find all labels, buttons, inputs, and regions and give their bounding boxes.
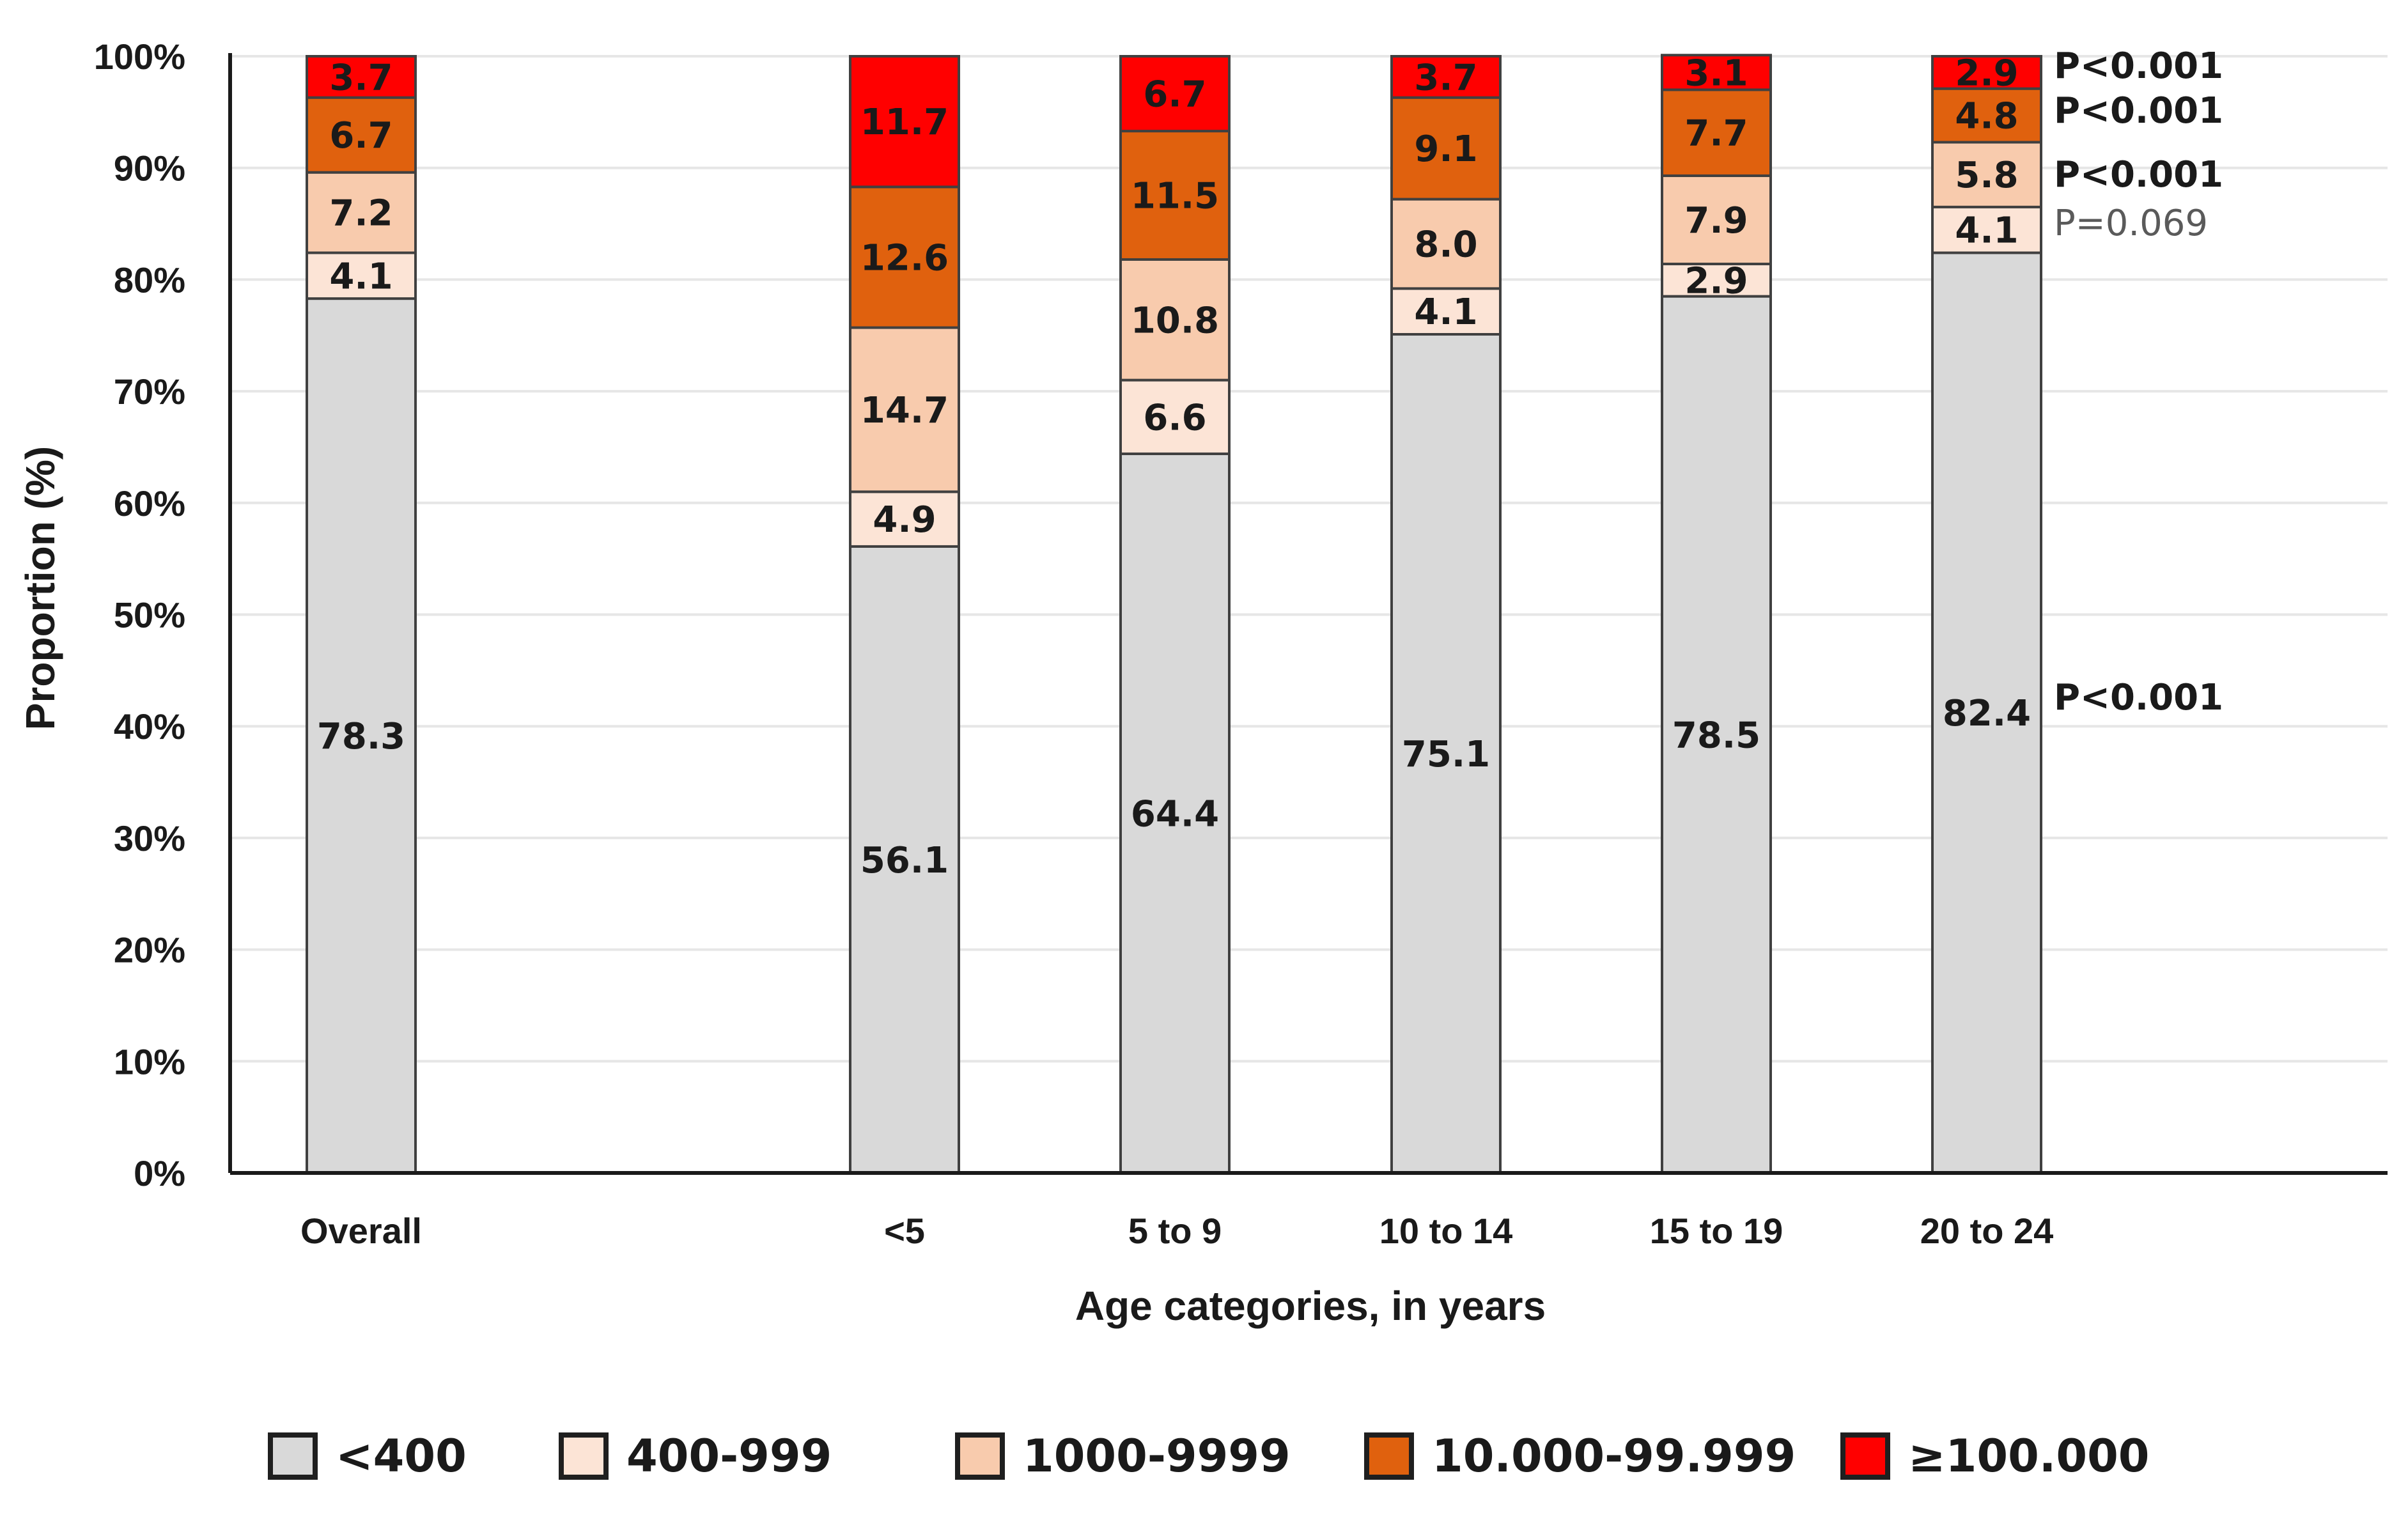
data-label-15-to-19-400: 78.5 bbox=[1672, 715, 1760, 756]
legend-swatch-400-999 bbox=[559, 1432, 609, 1480]
data-label-15-to-19-10-000-99-999: 7.7 bbox=[1684, 113, 1748, 155]
bar-segment-15-to-19-400-999 bbox=[1661, 262, 1772, 298]
legend-item-400-999: 400-999 bbox=[559, 1430, 832, 1482]
data-label-10-to-14-400: 75.1 bbox=[1402, 734, 1490, 775]
legend: <400 400-999 1000-9999 10.000-99.999 ≥100.00… bbox=[268, 1430, 2149, 1482]
y-tick-label: 70% bbox=[114, 371, 185, 412]
p-value-100-000: P<0.001 bbox=[2054, 45, 2223, 87]
y-tick-label: 20% bbox=[114, 930, 185, 970]
y-tick-label: 30% bbox=[114, 818, 185, 858]
x-tick-label: Overall bbox=[300, 1211, 422, 1251]
bar-segment-overall-1000-9999 bbox=[306, 171, 417, 254]
data-label-20-to-24-100-000: 2.9 bbox=[1955, 52, 2018, 94]
data-labels: 78.3 4.1 7.2 6.7 3.7 56.1 4.9 14.7 12.6 11.7 64.4 6… bbox=[317, 52, 2031, 881]
data-label-overall-100-000: 3.7 bbox=[329, 57, 392, 98]
y-tick-label: 60% bbox=[114, 483, 185, 524]
legend-label-1000-9999: 1000-9999 bbox=[1023, 1430, 1291, 1482]
data-label-5-to-9-100-000: 6.7 bbox=[1143, 74, 1206, 116]
data-label-15-to-19-100-000: 3.1 bbox=[1684, 52, 1748, 94]
data-label-5-400-999: 4.9 bbox=[873, 499, 936, 541]
data-label-20-to-24-400-999: 4.1 bbox=[1955, 210, 2018, 252]
bar-segment-15-to-19-1000-9999 bbox=[1661, 174, 1772, 265]
data-label-20-to-24-400: 82.4 bbox=[1943, 693, 2031, 734]
data-label-overall-1000-9999: 7.2 bbox=[329, 193, 392, 235]
legend-swatch-1000-9999 bbox=[955, 1432, 1005, 1480]
legend-label-400: <400 bbox=[336, 1430, 467, 1482]
data-label-5-to-9-400: 64.4 bbox=[1131, 793, 1219, 835]
p-value-400: P<0.001 bbox=[2054, 677, 2223, 718]
y-tick-label: 50% bbox=[114, 595, 185, 635]
y-tick-label: 10% bbox=[114, 1041, 185, 1082]
data-label-15-to-19-1000-9999: 7.9 bbox=[1684, 200, 1748, 242]
x-tick-label: 20 to 24 bbox=[1920, 1211, 2054, 1251]
bar-segment-5-100-000 bbox=[849, 55, 960, 189]
bar-segment-5-to-9-400-999 bbox=[1119, 378, 1231, 455]
legend-item-400: <400 bbox=[268, 1430, 467, 1482]
bars bbox=[306, 54, 2042, 1175]
x-tick-label: 10 to 14 bbox=[1379, 1211, 1513, 1251]
legend-item-1000-9999: 1000-9999 bbox=[955, 1430, 1291, 1482]
y-tick-label: 100% bbox=[94, 36, 185, 77]
data-label-5-to-9-1000-9999: 10.8 bbox=[1131, 300, 1219, 341]
bar-segment-5-400-999 bbox=[849, 490, 960, 548]
legend-item-100-000: ≥100.000 bbox=[1840, 1430, 2149, 1482]
p-value-10-000-99-999: P<0.001 bbox=[2054, 90, 2223, 132]
data-label-overall-10-000-99-999: 6.7 bbox=[329, 115, 392, 157]
data-label-20-to-24-10-000-99-999: 4.8 bbox=[1955, 96, 2018, 137]
data-label-15-to-19-400-999: 2.9 bbox=[1684, 260, 1748, 302]
x-tick-label: 15 to 19 bbox=[1650, 1211, 1783, 1251]
y-tick-label: 90% bbox=[114, 148, 185, 189]
bar-segment-15-to-19-400 bbox=[1661, 295, 1772, 1175]
bar-segment-5-to-9-100-000 bbox=[1119, 55, 1231, 133]
legend-label-100-000: ≥100.000 bbox=[1908, 1430, 2149, 1482]
data-label-10-to-14-400-999: 4.1 bbox=[1414, 291, 1477, 333]
bar-segment-5-to-9-400 bbox=[1119, 452, 1231, 1174]
bar-segment-20-to-24-10-000-99-999 bbox=[1931, 87, 2042, 144]
bar-segment-20-to-24-100-000 bbox=[1931, 55, 2042, 90]
bar-segment-5-to-9-1000-9999 bbox=[1119, 258, 1231, 382]
bar-segment-overall-10-000-99-999 bbox=[306, 96, 417, 174]
x-axis-title: Age categories, in years bbox=[1075, 1283, 1546, 1329]
y-tick-label: 40% bbox=[114, 706, 185, 747]
x-tick-label: <5 bbox=[884, 1211, 925, 1251]
bar-segment-10-to-14-400 bbox=[1390, 333, 1502, 1174]
bar-segment-10-to-14-100-000 bbox=[1390, 55, 1502, 99]
y-tick-label: 80% bbox=[114, 260, 185, 300]
bar-segment-20-to-24-400-999 bbox=[1931, 205, 2042, 254]
data-label-5-10-000-99-999: 12.6 bbox=[860, 237, 949, 279]
bar-segment-15-to-19-100-000 bbox=[1661, 54, 1772, 91]
data-label-5-1000-9999: 14.7 bbox=[860, 390, 949, 431]
data-label-20-to-24-1000-9999: 5.8 bbox=[1955, 155, 2018, 196]
bar-segment-5-10-000-99-999 bbox=[849, 185, 960, 329]
legend-swatch-10-000-99-999 bbox=[1364, 1432, 1414, 1480]
legend-label-10-000-99-999: 10.000-99.999 bbox=[1432, 1430, 1796, 1482]
legend-item-10-000-99-999: 10.000-99.999 bbox=[1364, 1430, 1796, 1482]
data-label-10-to-14-10-000-99-999: 9.1 bbox=[1414, 128, 1477, 170]
data-label-10-to-14-1000-9999: 8.0 bbox=[1414, 224, 1477, 265]
bar-segment-overall-100-000 bbox=[306, 55, 417, 99]
axes: 0% 10% 20% 30% 40% 50% 60% 70% 80% 90% 100% Overall… bbox=[94, 36, 2388, 1251]
data-label-overall-400: 78.3 bbox=[317, 716, 405, 757]
data-label-5-to-9-400-999: 6.6 bbox=[1143, 397, 1206, 438]
legend-swatch-400 bbox=[268, 1432, 318, 1480]
data-label-5-400: 56.1 bbox=[860, 840, 949, 881]
y-axis-title: Proportion (%) bbox=[17, 446, 63, 730]
bar-segment-20-to-24-1000-9999 bbox=[1931, 141, 2042, 208]
bar-segment-10-to-14-400-999 bbox=[1390, 287, 1502, 336]
data-label-overall-400-999: 4.1 bbox=[329, 256, 392, 297]
bar-segment-5-1000-9999 bbox=[849, 326, 960, 493]
p-value-1000-9999: P<0.001 bbox=[2054, 154, 2223, 196]
bar-segment-5-400 bbox=[849, 545, 960, 1174]
data-label-10-to-14-100-000: 3.7 bbox=[1414, 57, 1477, 98]
x-tick-label: 5 to 9 bbox=[1128, 1211, 1222, 1251]
p-value-400-999: P=0.069 bbox=[2054, 203, 2208, 244]
data-label-5-to-9-10-000-99-999: 11.5 bbox=[1131, 176, 1219, 217]
legend-swatch-100-000 bbox=[1840, 1432, 1890, 1480]
data-label-5-100-000: 11.7 bbox=[860, 102, 949, 143]
y-tick-label: 0% bbox=[134, 1153, 185, 1193]
legend-label-400-999: 400-999 bbox=[626, 1430, 832, 1482]
